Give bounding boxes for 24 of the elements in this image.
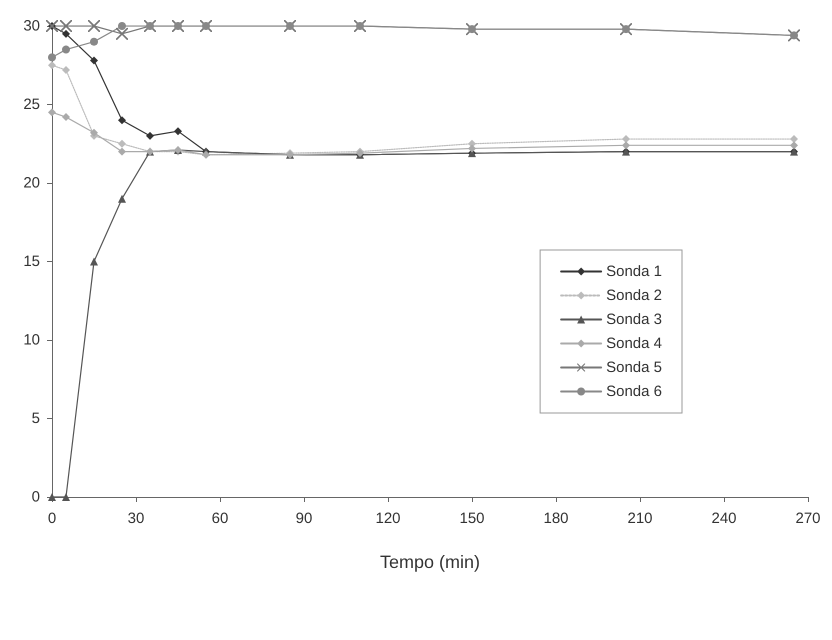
y-tick-label: 10 — [23, 332, 40, 348]
y-tick-label: 5 — [32, 410, 40, 427]
x-tick-label: 60 — [212, 510, 228, 527]
x-tick-label: 120 — [375, 510, 401, 527]
x-axis-title: Tempo (min) — [380, 552, 480, 572]
legend-label: Sonda 2 — [606, 287, 662, 304]
x-tick-label: 150 — [459, 510, 485, 527]
x-tick-label: 270 — [795, 510, 821, 527]
legend-label: Sonda 5 — [606, 359, 662, 376]
x-tick-label: 180 — [543, 510, 569, 527]
x-tick-label: 30 — [128, 510, 144, 527]
x-tick-label: 240 — [711, 510, 737, 527]
y-tick-label: 30 — [23, 18, 40, 34]
legend-label: Sonda 1 — [606, 263, 662, 280]
x-tick-label: 0 — [48, 510, 56, 527]
x-tick-label: 90 — [296, 510, 312, 527]
y-tick-label: 20 — [23, 174, 40, 192]
legend-label: Sonda 3 — [606, 311, 662, 328]
legend-label: Sonda 6 — [606, 383, 662, 400]
x-tick-label: 210 — [627, 510, 653, 527]
y-tick-label: 15 — [23, 253, 40, 270]
legend-label: Sonda 4 — [606, 335, 662, 352]
y-tick-label: 25 — [23, 96, 40, 113]
y-tick-label: 0 — [32, 488, 40, 506]
